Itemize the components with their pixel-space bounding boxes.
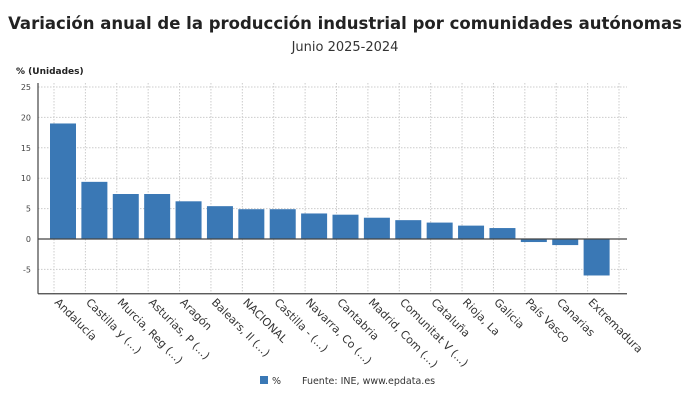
- y-axis-label: % (Unidades): [16, 67, 84, 77]
- legend-label: %: [272, 376, 281, 387]
- bar: [458, 225, 485, 239]
- y-tick-label: 25: [21, 83, 31, 92]
- bar: [332, 214, 359, 239]
- y-tick-label: 0: [26, 235, 31, 244]
- y-tick-label: -5: [23, 265, 31, 274]
- bar: [552, 239, 579, 246]
- y-tick-label: 10: [21, 174, 31, 183]
- bars: [50, 123, 610, 276]
- chart-title: Variación anual de la producción industr…: [8, 14, 682, 33]
- bar: [206, 206, 233, 239]
- bar: [269, 209, 296, 239]
- bar: [112, 194, 139, 239]
- bar: [363, 217, 390, 239]
- y-tick-label: 20: [21, 113, 31, 122]
- bar: [144, 194, 171, 239]
- bar: [489, 228, 516, 239]
- source-text: Fuente: INE, www.epdata.es: [302, 376, 435, 387]
- bar: [81, 181, 108, 239]
- legend-swatch: [260, 376, 268, 384]
- y-tick-label: 5: [26, 205, 31, 214]
- grid: [38, 83, 627, 294]
- bar: [175, 201, 202, 239]
- bar: [520, 239, 547, 243]
- axes: [37, 83, 627, 295]
- bar: [583, 239, 610, 276]
- bar: [50, 123, 76, 239]
- bar: [395, 220, 422, 239]
- y-ticks: 25 20 15 10 5 0 -5: [21, 83, 31, 274]
- bar: [426, 222, 453, 239]
- chart-subtitle: Junio 2025-2024: [291, 40, 399, 55]
- y-tick-label: 15: [21, 144, 31, 153]
- bar: [301, 213, 328, 239]
- bar: [238, 209, 265, 239]
